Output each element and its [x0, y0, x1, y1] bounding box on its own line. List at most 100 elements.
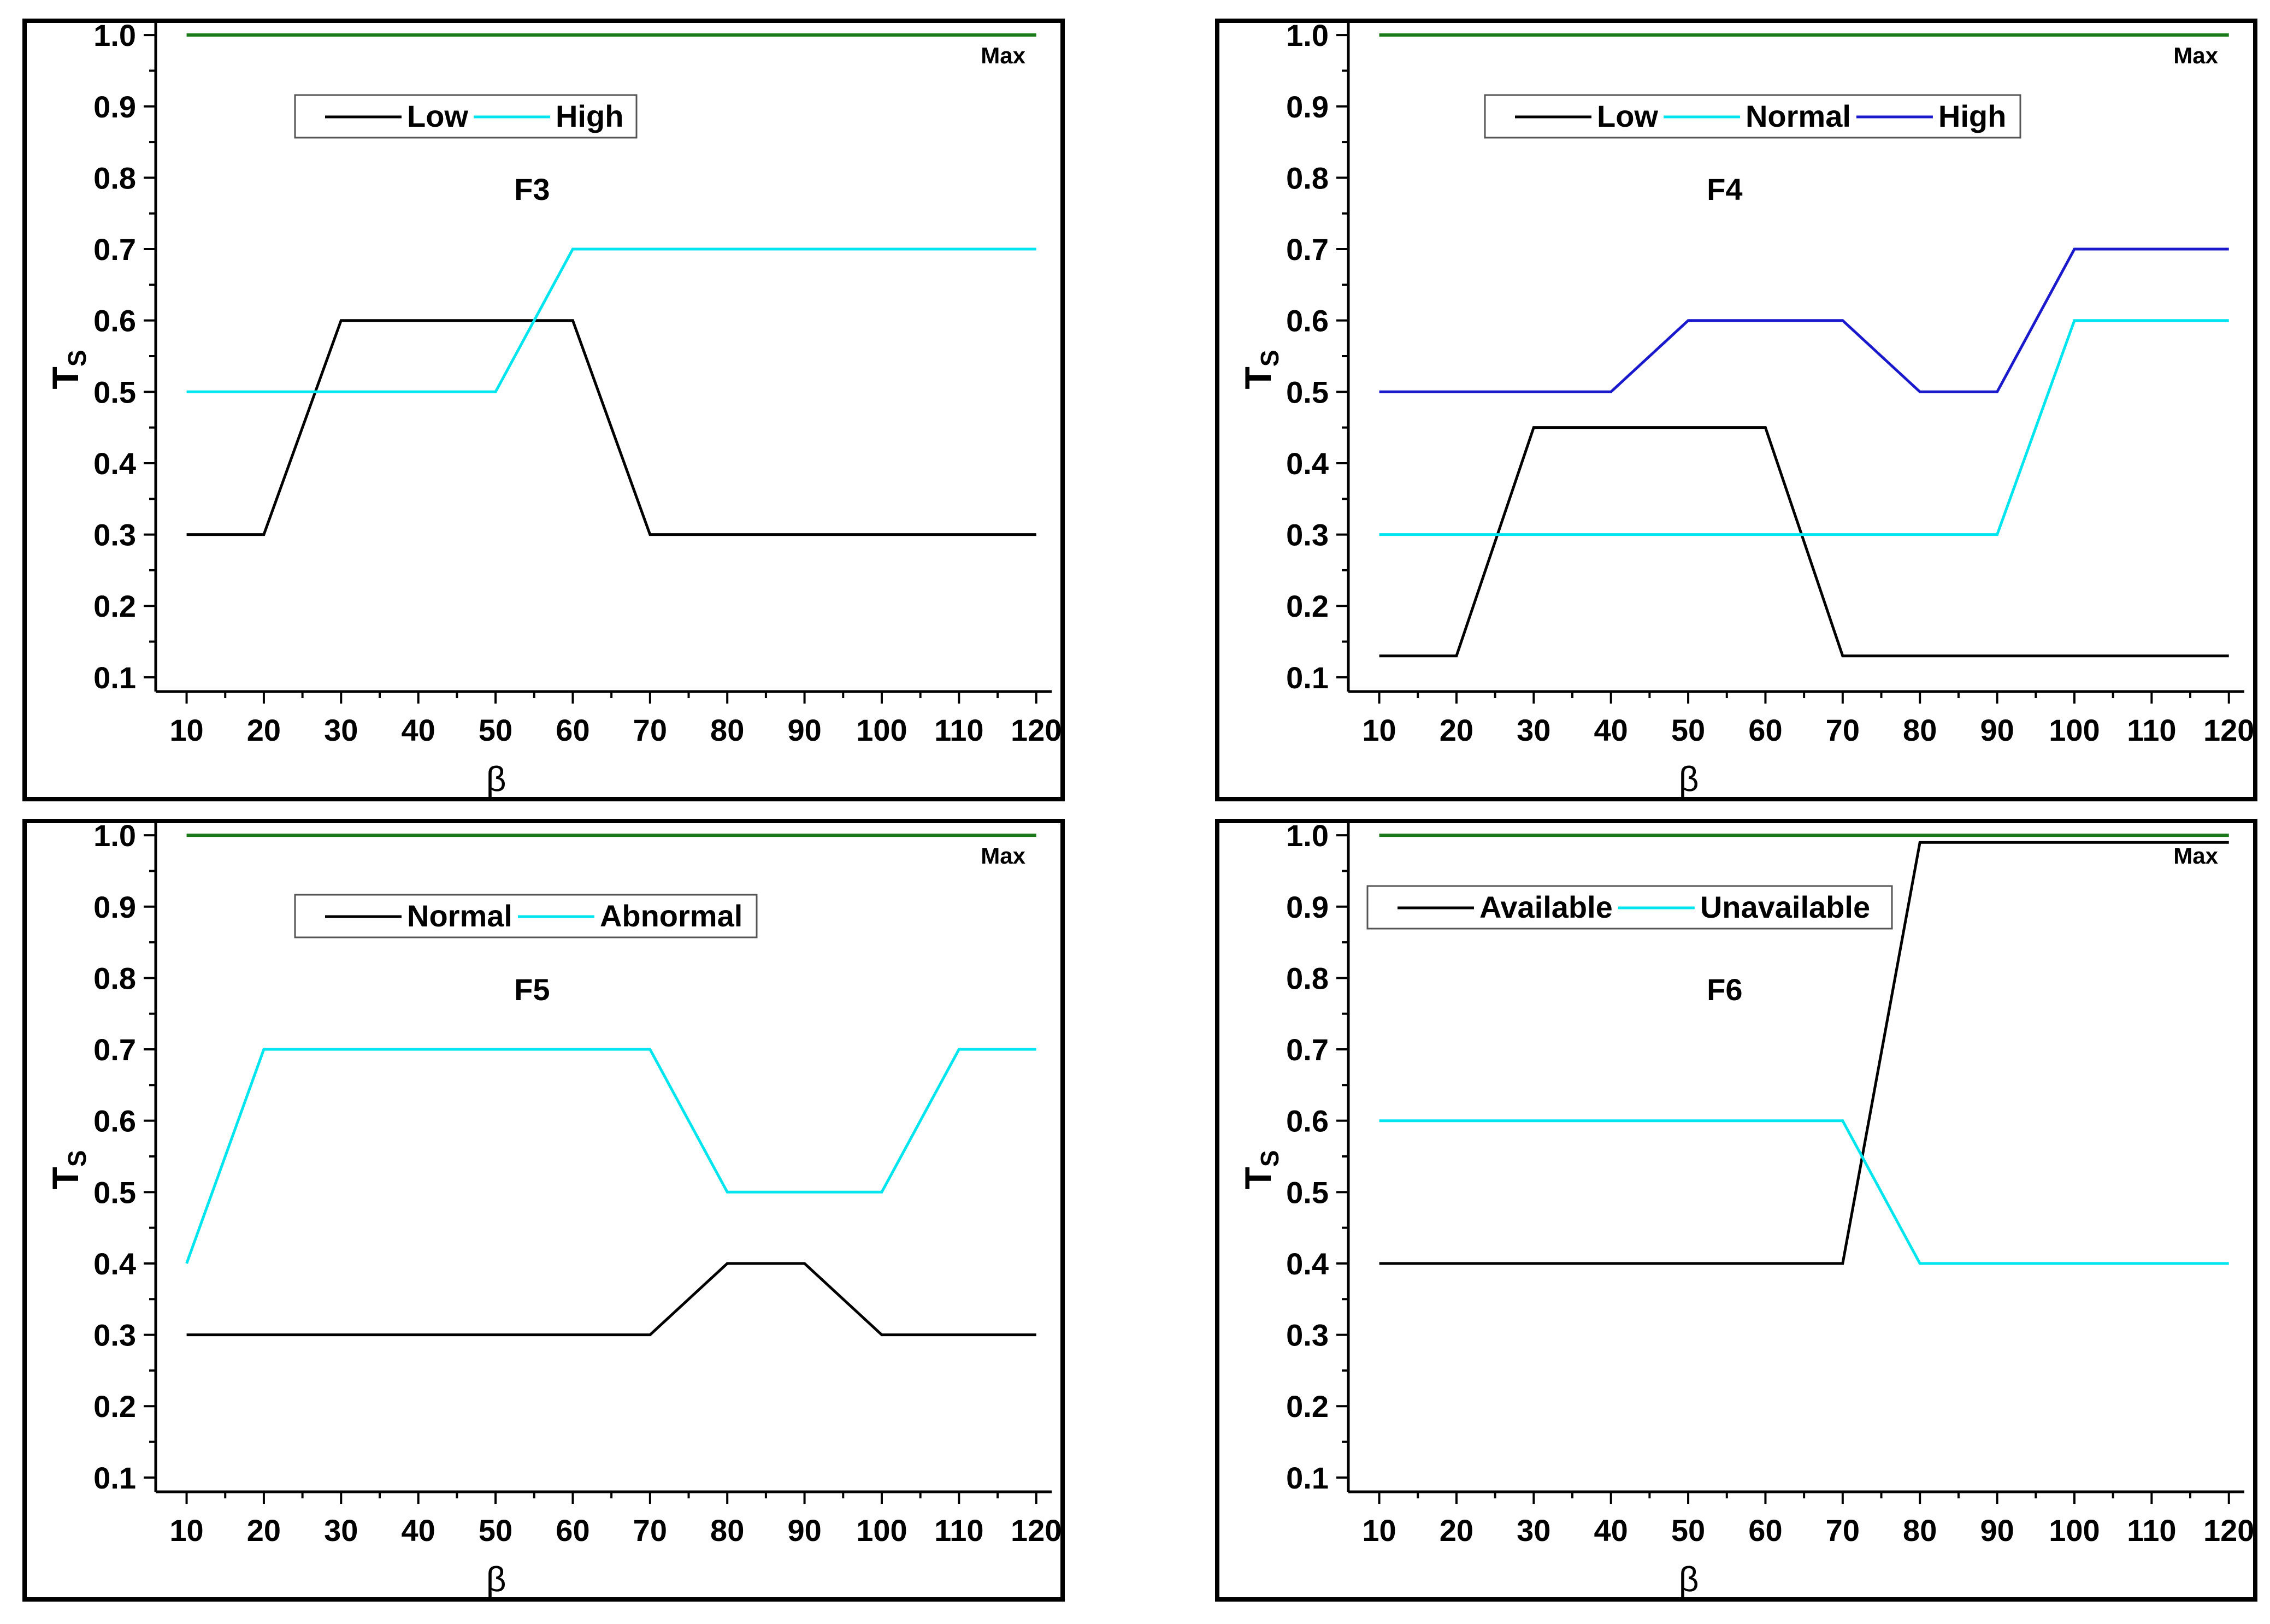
x-tick-label: 70	[633, 1513, 667, 1548]
panel-label: F3	[514, 172, 550, 206]
x-tick-label: 120	[1011, 713, 1062, 747]
legend: Available Unavailable	[1366, 885, 1893, 930]
series-line-normal	[1379, 319, 2229, 536]
x-tick-label: 70	[1826, 713, 1860, 747]
y-axis-title: TS	[45, 1150, 91, 1189]
x-tick-label: 50	[1671, 1513, 1705, 1548]
y-tick-label: 0.9	[1286, 890, 1329, 924]
series-line-high	[186, 247, 1036, 393]
x-tick-label: 70	[633, 713, 667, 747]
x-tick-label: 10	[1362, 713, 1396, 747]
series-line-unavailable	[1379, 1119, 2229, 1265]
y-axis-title-subscript: S	[1255, 1150, 1284, 1167]
legend-label: Unavailable	[1700, 890, 1870, 924]
legend: Low Normal High	[1484, 94, 2021, 139]
y-axis-title-main: T	[1237, 1167, 1279, 1190]
panel-frame	[1215, 819, 2257, 1602]
y-tick-label: 0.8	[93, 161, 136, 195]
panel-frame	[22, 19, 1065, 801]
y-tick-label: 1.0	[93, 18, 136, 52]
y-tick-label: 0.2	[1286, 589, 1329, 623]
panel-frame	[22, 819, 1065, 1602]
y-tick-label: 0.1	[93, 660, 136, 695]
panel-frame	[1215, 19, 2257, 801]
x-tick-label: 10	[169, 1513, 203, 1548]
series-line-high	[1379, 247, 2229, 393]
x-tick-label: 20	[1440, 1513, 1473, 1548]
x-tick-label: 80	[1903, 713, 1937, 747]
legend-label: Normal	[407, 899, 512, 933]
x-tick-label: 100	[2049, 713, 2100, 747]
x-tick-label: 60	[556, 713, 589, 747]
x-tick-label: 60	[1748, 1513, 1782, 1548]
x-tick-label: 30	[1517, 1513, 1550, 1548]
max-label: Max	[981, 843, 1025, 869]
y-tick-label: 0.5	[93, 1175, 136, 1209]
y-tick-label: 0.1	[93, 1461, 136, 1495]
y-tick-label: 0.9	[93, 90, 136, 124]
legend-label: Abnormal	[600, 899, 742, 933]
y-tick-label: 0.7	[1286, 232, 1329, 267]
chart-panel-f3: 0.1 0.2 0.3 0.4 0.5 0.6 0.7 0.8 0.9 1.0 10 20 30 40 50…	[22, 18, 1065, 801]
x-tick-label: 40	[1594, 713, 1628, 747]
y-tick-label: 0.3	[1286, 518, 1329, 552]
y-tick-label: 0.4	[1286, 446, 1329, 481]
x-tick-label: 90	[1980, 1513, 2014, 1548]
max-label: Max	[2173, 43, 2218, 68]
y-tick-label: 0.2	[93, 1389, 136, 1424]
x-tick-label: 30	[1517, 713, 1550, 747]
y-tick-label: 0.6	[1286, 304, 1329, 338]
x-tick-label: 60	[1748, 713, 1782, 747]
x-tick-label: 30	[324, 1513, 358, 1548]
x-tick-label: 50	[479, 713, 512, 747]
x-tick-label: 110	[934, 1513, 983, 1548]
x-tick-label: 80	[710, 713, 744, 747]
y-tick-label: 0.7	[93, 1032, 136, 1067]
x-tick-label: 10	[169, 713, 203, 747]
x-axis-title: β	[1679, 759, 1699, 799]
y-tick-label: 0.4	[93, 446, 136, 481]
series-line-normal	[186, 1262, 1036, 1337]
x-tick-label: 100	[2049, 1513, 2100, 1548]
chart-panel-f4: 0.1 0.2 0.3 0.4 0.5 0.6 0.7 0.8 0.9 1.0 10 20 30 40 50…	[1215, 18, 2257, 801]
x-tick-label: 120	[2203, 713, 2254, 747]
y-axis-title-subscript: S	[63, 1150, 91, 1167]
x-tick-label: 20	[247, 1513, 281, 1548]
y-axis-title-main: T	[45, 367, 86, 389]
y-tick-label: 0.7	[1286, 1032, 1329, 1067]
legend-label: Available	[1479, 890, 1613, 924]
legend: Low High	[294, 94, 638, 139]
x-tick-label: 90	[787, 713, 821, 747]
x-tick-label: 40	[1594, 1513, 1628, 1548]
y-axis-title-main: T	[45, 1167, 86, 1190]
x-tick-label: 20	[247, 713, 281, 747]
x-tick-label: 100	[856, 713, 907, 747]
y-tick-label: 0.5	[1286, 375, 1329, 409]
x-tick-label: 70	[1826, 1513, 1860, 1548]
x-tick-label: 110	[2127, 713, 2176, 747]
y-tick-label: 0.2	[93, 589, 136, 623]
y-axis-title-main: T	[1237, 367, 1279, 389]
x-tick-label: 50	[1671, 713, 1705, 747]
y-tick-label: 0.5	[93, 375, 136, 409]
y-tick-label: 1.0	[93, 818, 136, 853]
y-tick-label: 0.3	[93, 1318, 136, 1353]
y-tick-label: 0.1	[1286, 1461, 1329, 1495]
y-tick-label: 0.9	[93, 890, 136, 924]
legend-label: Low	[407, 99, 468, 133]
y-axis-title: TS	[1237, 1150, 1284, 1189]
x-tick-label: 80	[710, 1513, 744, 1548]
max-label: Max	[2173, 843, 2218, 869]
legend-label: Normal	[1746, 99, 1851, 133]
panel-label: F5	[514, 972, 550, 1007]
x-tick-label: 30	[324, 713, 358, 747]
x-tick-label: 100	[856, 1513, 907, 1548]
y-tick-label: 0.7	[93, 232, 136, 267]
series-line-abnormal	[185, 1048, 1036, 1264]
x-tick-label: 20	[1440, 713, 1473, 747]
x-axis-title: β	[486, 1560, 506, 1599]
y-tick-label: 1.0	[1286, 18, 1329, 52]
chart-panel-f6: 0.1 0.2 0.3 0.4 0.5 0.6 0.7 0.8 0.9 1.0 10 20 30 40 50…	[1215, 818, 2257, 1602]
y-tick-label: 0.5	[1286, 1175, 1329, 1209]
